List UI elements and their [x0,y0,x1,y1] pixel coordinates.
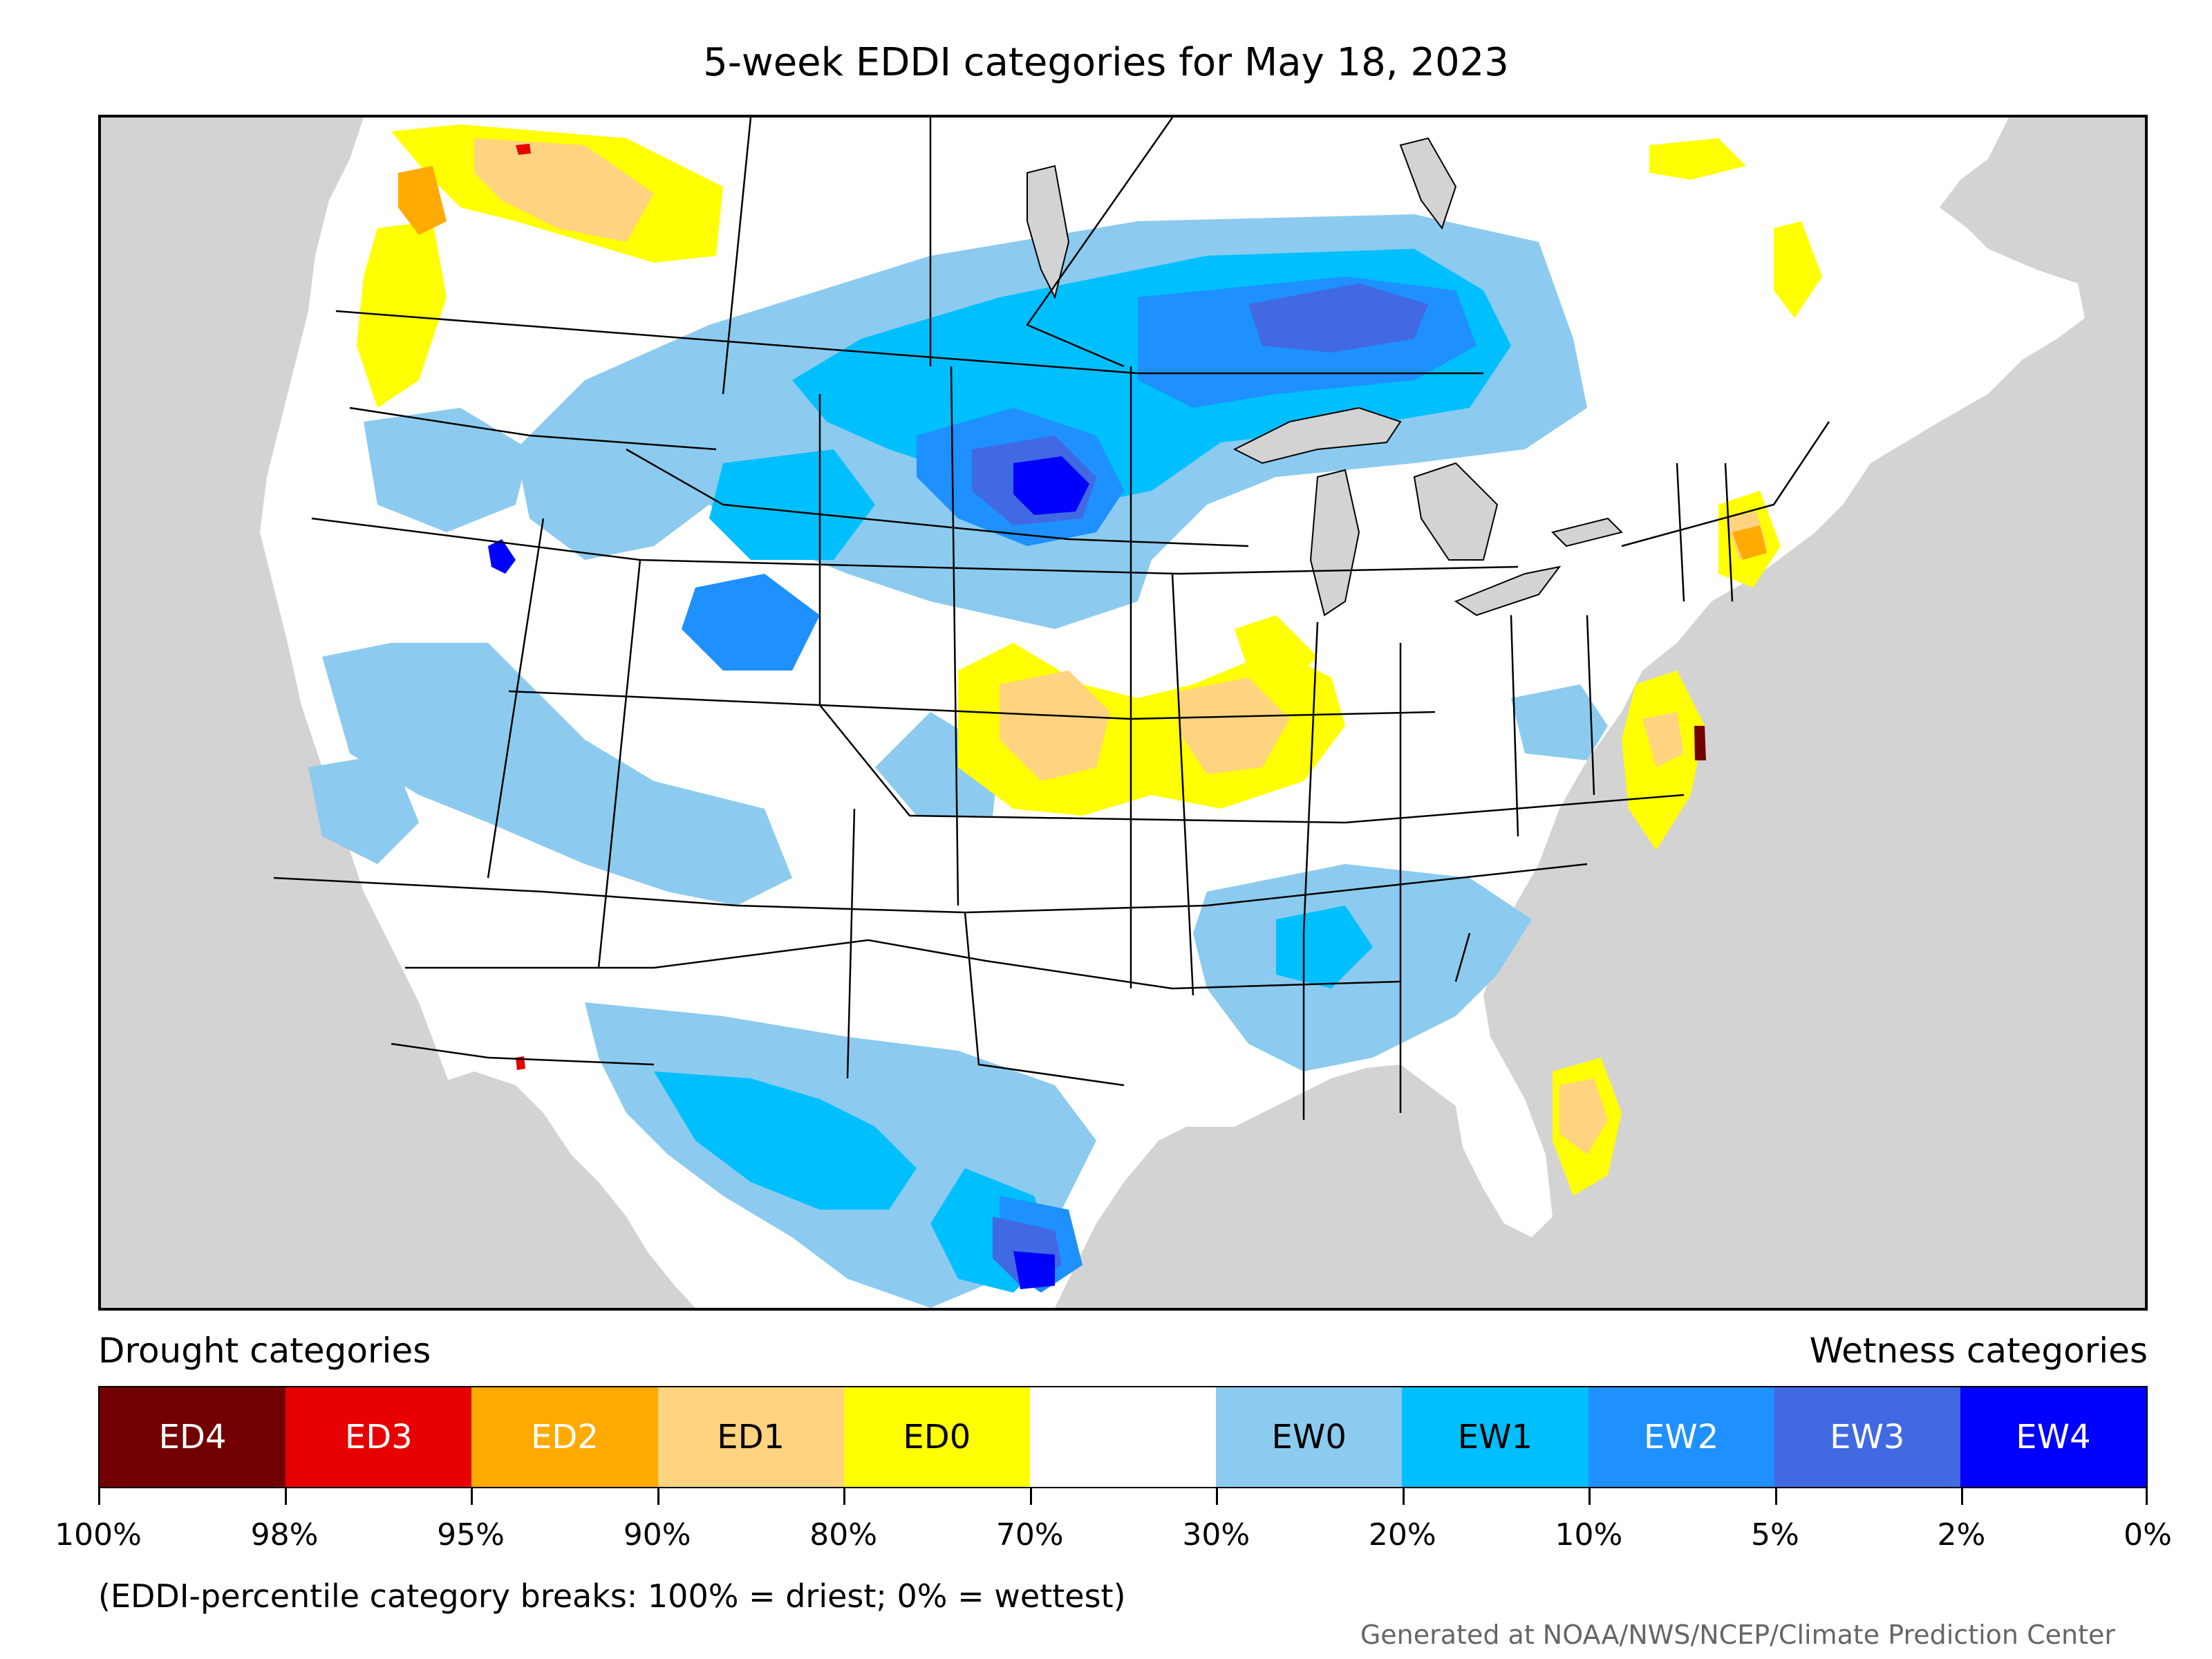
legend-swatch-ew0: EW0 [1216,1387,1403,1487]
ed2-regions [398,166,1767,560]
legend-swatch-neutral [1029,1387,1217,1487]
colorbar-tick [1774,1488,1777,1505]
colorbar-tick-label: 100% [55,1517,142,1553]
legend-swatch-ew2: EW2 [1588,1387,1774,1487]
wetness-categories-heading: Wetness categories [1809,1331,2148,1371]
colorbar-tick [471,1488,474,1505]
credit-line: Generated at NOAA/NWS/NCEP/Climate Predi… [1360,1620,2115,1650]
eddi-map [98,115,2148,1311]
colorbar-tick-label: 98% [250,1517,319,1553]
colorbar-tick-label: 95% [437,1517,505,1553]
map-canvas [101,118,2085,1308]
drought-categories-heading: Drought categories [98,1331,431,1371]
legend-swatch-ed3: ED3 [285,1387,472,1487]
colorbar-tick-label: 80% [809,1517,878,1553]
legend-swatch-ed1: ED1 [657,1387,844,1487]
colorbar-tick [1216,1488,1219,1505]
colorbar-ticks [98,1488,2148,1505]
colorbar-tick [1961,1488,1964,1505]
colorbar-tick-label: 70% [995,1517,1064,1553]
colorbar-tick-label: 90% [623,1517,691,1553]
colorbar-tick [2146,1488,2148,1505]
legend-swatch-ew3: EW3 [1774,1387,1960,1487]
map-title: 5-week EDDI categories for May 18, 2023 [703,40,1509,85]
colorbar-tick-label: 20% [1368,1517,1436,1553]
colorbar-tick [843,1488,846,1505]
colorbar-tick [1588,1488,1591,1505]
colorbar-tick-label: 5% [1751,1517,1799,1553]
colorbar-tick [98,1488,100,1505]
colorbar-tick [1029,1488,1032,1505]
category-breaks-note: (EDDI-percentile category breaks: 100% =… [98,1577,1126,1615]
colorbar-tick-label: 2% [1937,1517,1986,1553]
great-lakes [1027,137,1623,617]
state-boundaries [273,118,1830,1120]
legend-swatch-ew1: EW1 [1402,1387,1588,1487]
legend-swatch-ed2: ED2 [471,1387,658,1487]
colorbar-tick-label: 30% [1182,1517,1250,1553]
legend-swatch-ed0: ED0 [843,1387,1030,1487]
legend-swatch-ed4: ED4 [100,1387,286,1487]
pacific-ocean [101,118,523,1308]
colorbar-tick-label: 10% [1555,1517,1623,1553]
colorbar-tick [657,1488,659,1505]
category-colorbar: ED4 ED3 ED2 ED1 ED0 EW0 EW1 EW2 EW3 EW4 [98,1386,2148,1488]
colorbar-tick [1402,1488,1405,1505]
colorbar-tick-label: 0% [2124,1517,2172,1553]
ew4-regions [488,456,1089,1289]
colorbar-tick [284,1488,287,1505]
legend-swatch-ew4: EW4 [1960,1387,2147,1487]
